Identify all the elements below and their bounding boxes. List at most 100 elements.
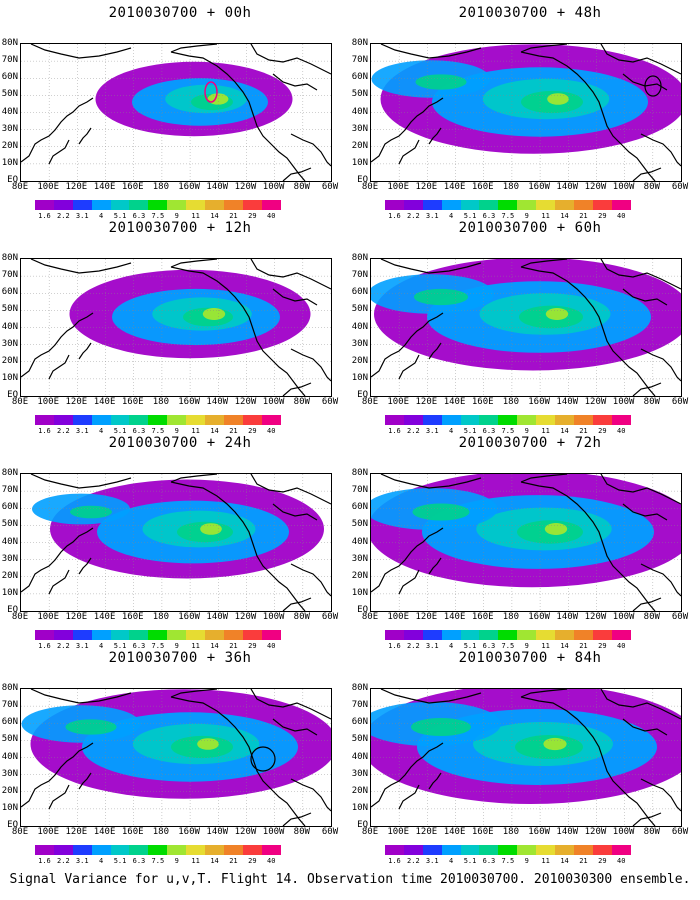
lat-tick-label: EQ: [357, 820, 368, 830]
colorbar-swatch: [573, 845, 593, 855]
colorbar-label: 6.3: [132, 427, 146, 435]
colorbar: [35, 845, 281, 855]
lat-tick-label: 80N: [1, 38, 18, 48]
lon-tick-label: 100W: [262, 182, 285, 192]
colorbar-label: 5.1: [463, 427, 477, 435]
colorbar-swatch: [536, 200, 556, 210]
lat-tick-label: 60N: [1, 717, 18, 728]
colorbar-swatch: [223, 845, 243, 855]
coastline: [282, 382, 312, 396]
coastline: [520, 266, 656, 396]
colorbar-label: 21: [579, 427, 588, 435]
coastline: [520, 259, 568, 268]
lon-tick-label: 180: [502, 827, 520, 837]
variance-contour: [415, 74, 467, 90]
lon-tick-label: 160W: [178, 827, 200, 837]
colorbar-label: 14: [560, 642, 569, 650]
colorbar-label: 6.3: [482, 212, 496, 220]
lat-tick-label: 40N: [351, 751, 368, 762]
colorbar-swatch: [422, 630, 442, 640]
colorbar-swatch: [110, 630, 130, 640]
colorbar-swatch: [91, 415, 111, 425]
colorbar-label: 1.6: [388, 212, 401, 220]
colorbar-label: 11: [541, 642, 550, 650]
colorbar-label: 14: [560, 857, 569, 865]
lat-tick-label: 50N: [1, 304, 18, 315]
colorbar-swatch: [498, 200, 518, 210]
colorbar-label: 7.5: [151, 427, 165, 435]
map-panel: 2010030700 + 12h 80N 70N 60N 50N 40N 30N 20N 10N…: [0, 220, 345, 445]
colorbar-label: 11: [191, 427, 200, 435]
colorbar-label: 40: [617, 427, 626, 435]
lat-tick-label: 10N: [1, 802, 18, 813]
lat-tick-label: 70N: [351, 270, 368, 281]
colorbar-swatch: [129, 630, 149, 640]
colorbar-swatch: [72, 630, 92, 640]
lon-tick-label: 100E: [387, 827, 410, 837]
lon-tick-label: 120W: [584, 612, 607, 622]
colorbar-label: 2.2: [407, 642, 420, 650]
map-panel: 2010030700 + 24h 80N 70N 60N 50N 40N 30N 20N 10N…: [0, 435, 345, 660]
map-area: [370, 473, 682, 612]
colorbar-label: 11: [191, 212, 200, 220]
lon-tick-label: 140E: [93, 827, 116, 837]
lon-tick-label: 100W: [612, 397, 635, 407]
colorbar-swatch: [91, 845, 111, 855]
lon-tick-label: 140W: [556, 397, 579, 407]
colorbar-label: 11: [541, 857, 550, 865]
map-area: [370, 43, 682, 182]
lat-tick-label: 30N: [351, 123, 368, 134]
colorbar-swatch: [403, 200, 423, 210]
colorbar-label: 6.3: [482, 427, 496, 435]
lat-tick-label: 60N: [351, 502, 368, 513]
coastline: [371, 527, 444, 593]
lon-tick-label: 80E: [361, 397, 379, 407]
lat-tick-label: 10N: [351, 157, 368, 168]
lat-tick-label: 40N: [351, 321, 368, 332]
lon-tick-label: 60W: [321, 397, 339, 407]
colorbar-swatch: [479, 415, 499, 425]
coastline: [290, 348, 331, 382]
colorbar-swatch: [555, 415, 574, 425]
coastline: [272, 503, 318, 521]
lon-tick-label: 100W: [262, 827, 285, 837]
variance-contour: [544, 523, 568, 535]
lat-tick-label: 50N: [1, 519, 18, 530]
colorbar-label: 21: [229, 427, 238, 435]
lon-tick-label: 60W: [671, 612, 689, 622]
coastline: [640, 778, 681, 812]
lat-tick-label: 70N: [351, 700, 368, 711]
coastline: [600, 474, 681, 505]
lat-tick-label: 50N: [351, 734, 368, 745]
lat-tick-label: 20N: [1, 355, 18, 366]
colorbar-label: 3.1: [75, 857, 89, 865]
lon-tick-label: 160E: [471, 397, 494, 407]
lon-tick-label: 180: [502, 612, 520, 622]
colorbar-label: 9: [524, 212, 529, 220]
map-panel: 2010030700 + 36h 80N 70N 60N 50N 40N 30N 20N 10N…: [0, 650, 345, 875]
coastline: [428, 127, 442, 145]
coastline: [250, 474, 331, 505]
lat-tick-label: 10N: [1, 372, 18, 383]
colorbar-swatch: [441, 845, 461, 855]
lon-tick-label: 80E: [361, 827, 379, 837]
lat-tick-label: EQ: [7, 605, 18, 615]
colorbar-swatch: [242, 200, 262, 210]
colorbar-label: 29: [598, 857, 607, 865]
colorbar-label: 3.1: [425, 212, 439, 220]
lat-tick-label: 80N: [351, 38, 368, 48]
colorbar-swatch: [460, 200, 480, 210]
lon-tick-label: 80E: [11, 612, 29, 622]
coastline: [380, 474, 482, 489]
colorbar-label: 6.3: [482, 857, 496, 865]
colorbar-label: 2.2: [57, 857, 70, 865]
colorbar-swatch: [129, 200, 149, 210]
lat-tick-label: 40N: [1, 106, 18, 117]
panel-title: 2010030700 + 24h: [108, 435, 252, 451]
colorbar-swatch: [53, 630, 73, 640]
colorbar-swatch: [385, 630, 404, 640]
lon-tick-label: 60W: [671, 397, 689, 407]
colorbar-label: 14: [210, 427, 219, 435]
colorbar-label: 1.6: [388, 857, 401, 865]
variance-map: [371, 689, 681, 826]
